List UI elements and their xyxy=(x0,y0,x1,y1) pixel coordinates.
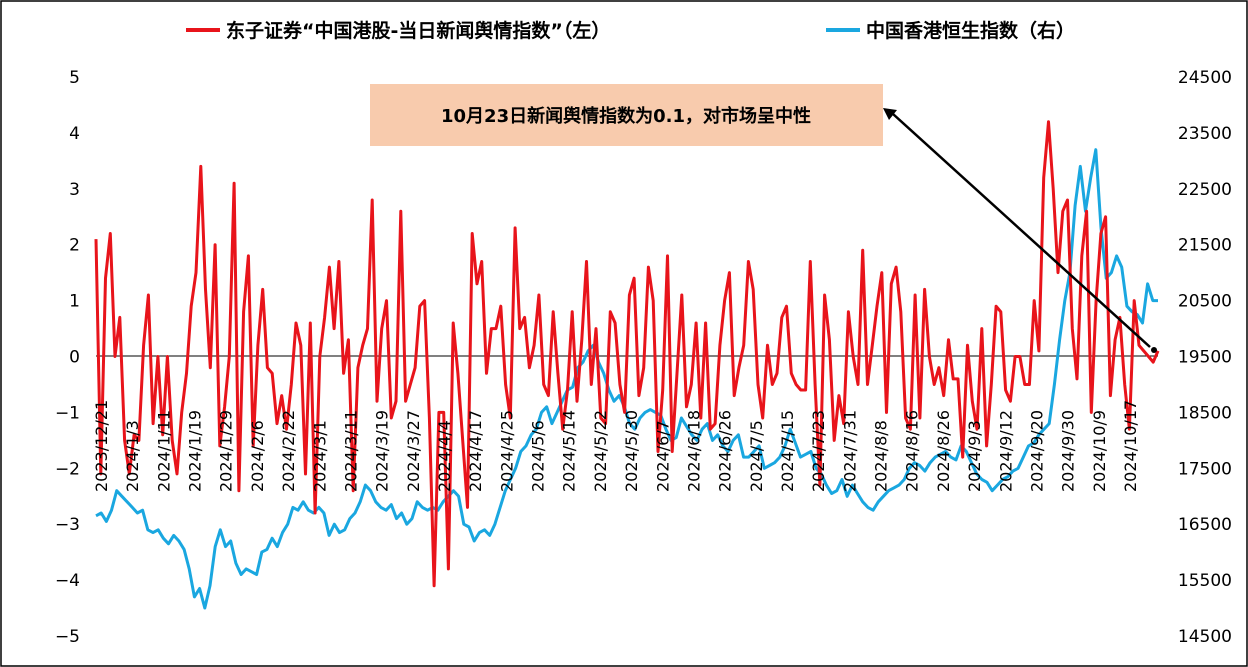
x-tick-label: 2024/5/30 xyxy=(622,410,641,492)
annotation: 10月23日新闻舆情指数为0.1，对市场呈中性 xyxy=(370,84,1157,353)
x-tick-label: 2024/3/11 xyxy=(342,410,361,492)
x-tick-label: 2024/6/18 xyxy=(685,410,704,492)
x-tick-label: 2024/1/29 xyxy=(217,410,236,492)
left-axis: 5 4 3 2 1 0 −1 −2 −3 −4 −5 xyxy=(55,68,80,647)
x-tick-label: 2024/10/17 xyxy=(1121,400,1140,492)
left-tick-label: 4 xyxy=(69,124,80,144)
x-tick-label: 2024/2/6 xyxy=(248,420,267,492)
x-tick-label: 2024/1/3 xyxy=(123,420,142,492)
right-tick-label: 16500 xyxy=(1178,515,1232,535)
x-tick-label: 2024/4/4 xyxy=(435,420,454,492)
x-tick-label: 2024/8/16 xyxy=(903,410,922,492)
x-tick-label: 2024/4/25 xyxy=(497,410,516,492)
legend-label-sentiment: 东子证券“中国港股-当日新闻舆情指数”（左） xyxy=(226,19,610,42)
right-tick-label: 18500 xyxy=(1178,403,1232,423)
annotation-arrow-head xyxy=(883,108,897,120)
left-tick-label: −1 xyxy=(55,403,80,423)
left-tick-label: 2 xyxy=(69,236,80,256)
annotation-arrow-tip xyxy=(1151,347,1157,353)
right-tick-label: 15500 xyxy=(1178,571,1232,591)
x-tick-label: 2024/10/9 xyxy=(1090,410,1109,492)
x-tick-label: 2024/3/1 xyxy=(310,420,329,492)
x-axis-labels: 2023/12/21 2024/1/3 2024/1/11 2024/1/19 2024… xyxy=(92,400,1140,492)
series-line-hsi xyxy=(95,148,1158,610)
left-tick-label: 5 xyxy=(69,68,80,88)
left-tick-label: −2 xyxy=(55,459,80,479)
x-tick-label: 2024/8/26 xyxy=(934,410,953,492)
right-tick-label: 17500 xyxy=(1178,459,1232,479)
right-axis: 24500 23500 22500 21500 20500 19500 18500 17500… xyxy=(1178,68,1232,647)
right-tick-label: 14500 xyxy=(1178,627,1232,647)
series-layer xyxy=(94,120,1160,610)
annotation-box xyxy=(370,84,883,146)
x-tick-label: 2024/7/15 xyxy=(778,410,797,492)
x-tick-label: 2024/4/17 xyxy=(466,410,485,492)
right-tick-label: 19500 xyxy=(1178,348,1232,368)
x-tick-label: 2024/8/8 xyxy=(872,420,891,492)
right-tick-label: 20500 xyxy=(1178,292,1232,312)
legend: 东子证券“中国港股-当日新闻舆情指数”（左） 中国香港恒生指数（右） xyxy=(186,19,1075,42)
x-tick-label: 2024/9/20 xyxy=(1028,410,1047,492)
x-tick-label: 2024/3/27 xyxy=(404,410,423,492)
x-tick-label: 2024/7/23 xyxy=(809,410,828,492)
left-tick-label: −5 xyxy=(55,627,80,647)
x-tick-label: 2024/3/19 xyxy=(373,410,392,492)
right-tick-label: 22500 xyxy=(1178,180,1232,200)
annotation-arrow-line xyxy=(892,113,1151,348)
x-tick-label: 2024/6/7 xyxy=(653,420,672,492)
left-tick-label: 3 xyxy=(69,180,80,200)
right-tick-label: 24500 xyxy=(1178,68,1232,88)
right-tick-label: 21500 xyxy=(1178,236,1232,256)
annotation-text: 10月23日新闻舆情指数为0.1，对市场呈中性 xyxy=(441,105,811,127)
x-tick-label: 2024/1/19 xyxy=(186,410,205,492)
x-tick-label: 2024/5/6 xyxy=(529,420,548,492)
x-tick-label: 2024/9/30 xyxy=(1059,410,1078,492)
x-tick-label: 2024/9/3 xyxy=(965,420,984,492)
left-tick-label: −4 xyxy=(55,571,80,591)
left-tick-label: 1 xyxy=(69,292,80,312)
left-tick-label: −3 xyxy=(55,515,80,535)
x-tick-label: 2024/9/12 xyxy=(996,410,1015,492)
x-tick-label: 2024/7/31 xyxy=(840,410,859,492)
series-line-sentiment xyxy=(94,120,1160,588)
legend-label-hsi: 中国香港恒生指数（右） xyxy=(866,19,1075,42)
x-tick-label: 2024/2/22 xyxy=(279,410,298,492)
right-tick-label: 23500 xyxy=(1178,124,1232,144)
x-tick-label: 2023/12/21 xyxy=(92,400,111,492)
left-tick-label: 0 xyxy=(69,348,80,368)
x-tick-label: 2024/5/14 xyxy=(560,410,579,492)
x-tick-label: 2024/5/22 xyxy=(591,410,610,492)
x-tick-label: 2024/1/11 xyxy=(154,410,173,492)
x-tick-label: 2024/6/26 xyxy=(716,410,735,492)
x-tick-label: 2024/7/5 xyxy=(747,420,766,492)
